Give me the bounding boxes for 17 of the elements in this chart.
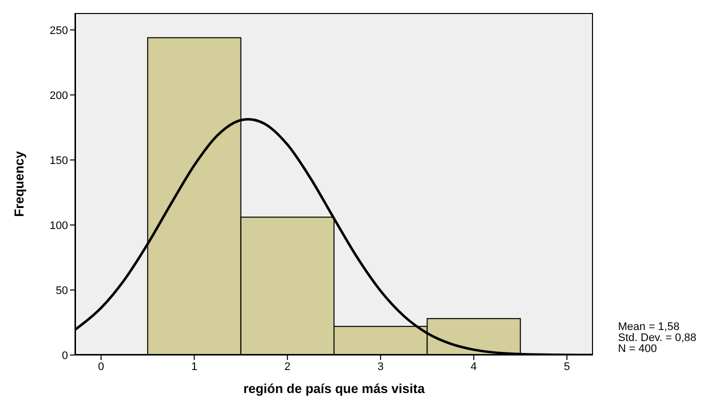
y-tick-label: 100 — [50, 220, 68, 232]
x-tick-label: 0 — [98, 360, 104, 373]
x-tick-label: 2 — [284, 360, 290, 373]
x-axis-title: región de país que más visita — [243, 381, 426, 396]
x-tick-label: 3 — [378, 360, 384, 373]
x-tick-label: 5 — [564, 360, 570, 373]
y-tick-label: 150 — [50, 154, 68, 167]
y-tick-label: 250 — [50, 24, 68, 37]
text: N = 400 — [618, 343, 658, 355]
y-axis-title: Frequency — [12, 150, 27, 217]
y-tick-label: 0 — [62, 350, 68, 362]
y-tick-label: 200 — [50, 90, 68, 102]
x-tick-label: 4 — [470, 360, 477, 373]
text: Mean = 1,58 — [618, 321, 680, 333]
y-tick-label: 50 — [56, 284, 68, 297]
x-tick-label: 1 — [191, 360, 198, 373]
text: Std. Dev. = 0,88 — [618, 332, 696, 344]
